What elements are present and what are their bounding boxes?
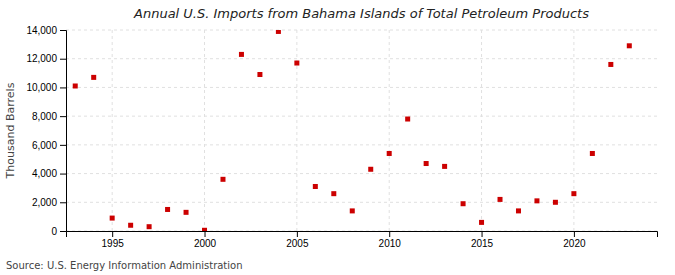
point	[405, 117, 410, 122]
point	[294, 61, 299, 66]
tick-mark	[297, 231, 298, 237]
point	[239, 52, 244, 57]
point	[498, 197, 503, 202]
tick-label: 4,000	[32, 168, 57, 179]
grid-line	[66, 173, 657, 174]
point	[590, 151, 595, 156]
grid-line	[66, 116, 657, 117]
tick-label: 2,000	[32, 197, 57, 208]
point	[202, 228, 207, 231]
source-note: Source: U.S. Energy Information Administ…	[6, 260, 243, 271]
tick: 0	[51, 226, 66, 237]
tick-mark	[205, 231, 206, 237]
grid	[66, 30, 657, 231]
point	[128, 223, 133, 228]
grid-line	[204, 30, 205, 231]
chart: 1995 2000 2005 2010 2015 2020 0 2,000 4,000 6,000…	[0, 0, 675, 275]
tick-label: 8,000	[32, 111, 57, 122]
point	[73, 83, 78, 88]
point	[350, 208, 355, 213]
tick-label: 2010	[379, 238, 402, 249]
point	[331, 191, 336, 196]
tick: 2000	[194, 231, 217, 249]
tick: 4,000	[32, 168, 66, 179]
grid-line	[66, 58, 657, 59]
tick: 2015	[471, 231, 494, 249]
point	[257, 72, 262, 77]
tick: 2005	[286, 231, 309, 249]
tick-mark	[60, 30, 66, 31]
tick: 6,000	[32, 140, 66, 151]
point	[368, 167, 373, 172]
grid-line	[66, 202, 657, 203]
grid-line	[296, 30, 297, 231]
tick-mark	[60, 202, 66, 203]
tick-mark	[60, 59, 66, 60]
tick: 2,000	[32, 197, 66, 208]
point	[184, 210, 189, 215]
tick-mark	[574, 231, 575, 237]
points	[73, 30, 632, 231]
tick: 2010	[379, 231, 402, 249]
tick-mark	[389, 231, 390, 237]
point	[627, 43, 632, 48]
tick-label: 0	[51, 226, 57, 237]
axis-line	[60, 31, 67, 232]
tick-mark	[482, 231, 483, 237]
grid-line	[66, 87, 657, 88]
point	[534, 198, 539, 203]
point	[91, 75, 96, 80]
grid-line	[573, 30, 574, 231]
y-axis-title: Thousand Barrels	[4, 82, 17, 179]
tick-label: 2005	[286, 238, 309, 249]
grid-line	[112, 30, 113, 231]
grid-line	[481, 30, 482, 231]
point	[276, 30, 281, 34]
point	[442, 164, 447, 169]
point	[220, 177, 225, 182]
point	[608, 62, 613, 67]
point	[387, 151, 392, 156]
tick-label: 10,000	[26, 82, 57, 93]
tick-label: 6,000	[32, 140, 57, 151]
axis-line	[67, 232, 658, 238]
tick-mark	[60, 174, 66, 175]
tick-mark	[60, 87, 66, 88]
point	[516, 208, 521, 213]
tick-mark	[60, 231, 66, 232]
tick: 2020	[563, 231, 586, 249]
tick-label: 2015	[471, 238, 494, 249]
point	[461, 201, 466, 206]
tick-mark	[60, 116, 66, 117]
tick-label: 2000	[194, 238, 217, 249]
point	[165, 207, 170, 212]
tick-label: 14,000	[26, 25, 57, 36]
x-axis: 1995 2000 2005 2010 2015 2020	[67, 231, 658, 249]
point	[553, 200, 558, 205]
grid-line	[66, 30, 657, 31]
tick: 10,000	[26, 82, 66, 93]
point	[147, 224, 152, 229]
point	[424, 161, 429, 166]
grid-line	[389, 30, 390, 231]
tick-label: 1995	[102, 238, 125, 249]
point	[313, 184, 318, 189]
title: Annual U.S. Imports from Bahama Islands …	[133, 6, 589, 21]
tick: 8,000	[32, 111, 66, 122]
tick: 14,000	[26, 25, 66, 36]
tick-label: 2020	[563, 238, 586, 249]
tick-mark	[60, 145, 66, 146]
point	[110, 216, 115, 221]
point	[571, 191, 576, 196]
point	[479, 220, 484, 225]
grid-line	[66, 144, 657, 145]
tick: 12,000	[26, 53, 66, 64]
plot-area: 1995 2000 2005 2010 2015 2020 0 2,000 4,000 6,000…	[26, 25, 657, 249]
tick-label: 12,000	[26, 53, 57, 64]
tick: 1995	[102, 231, 125, 249]
tick-mark	[112, 231, 113, 237]
y-axis: 0 2,000 4,000 6,000 8,000 10,000 12,000 14,000	[26, 25, 66, 237]
